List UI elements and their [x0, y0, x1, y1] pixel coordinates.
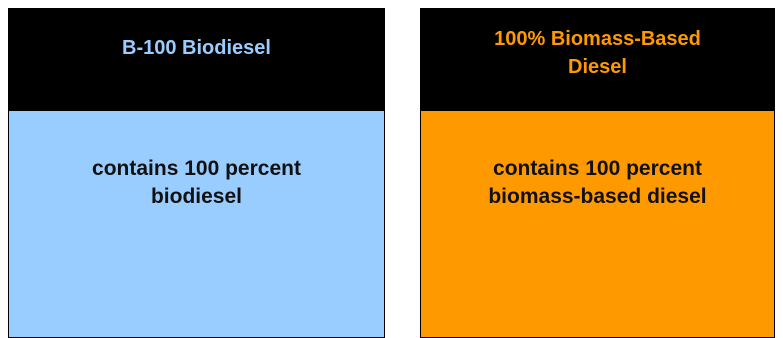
b100-biodiesel-label: B-100 Biodiesel contains 100 percent bio… — [8, 8, 385, 338]
biomass-based-diesel-title-line-1: 100% Biomass-Based — [494, 28, 701, 50]
b100-biodiesel-body-line-2: biodiesel — [150, 185, 242, 208]
b100-biodiesel-body: contains 100 percent biodiesel — [9, 111, 384, 337]
biomass-based-diesel-body: contains 100 percent biomass-based diese… — [421, 111, 774, 337]
biomass-based-diesel-title-line-2: Diesel — [568, 56, 627, 78]
b100-biodiesel-title: B-100 Biodiesel — [122, 37, 271, 59]
biomass-based-diesel-body-line-1: contains 100 percent — [493, 157, 702, 180]
biomass-based-diesel-header: 100% Biomass-Based Diesel — [421, 9, 774, 111]
biomass-based-diesel-label: 100% Biomass-Based Diesel contains 100 p… — [420, 8, 775, 338]
b100-biodiesel-body-line-1: contains 100 percent — [92, 157, 301, 180]
b100-biodiesel-header: B-100 Biodiesel — [9, 9, 384, 111]
biomass-based-diesel-body-line-2: biomass-based diesel — [488, 185, 707, 208]
